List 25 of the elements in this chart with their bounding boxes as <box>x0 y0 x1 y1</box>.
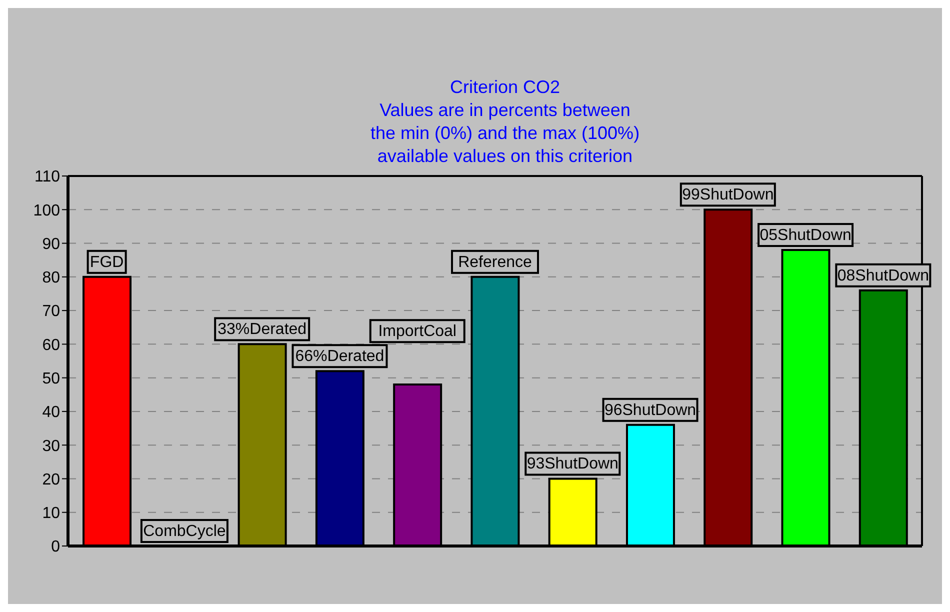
x-tick-label: ImportCoal <box>378 323 456 340</box>
x-tick-label: 33%Derated <box>218 321 307 338</box>
y-tick-label: 10 <box>42 505 60 522</box>
y-tick-label: 40 <box>42 404 60 422</box>
x-tick-label: 96ShutDown <box>604 402 696 419</box>
x-tick-label: 08ShutDown <box>837 267 929 284</box>
y-tick-label: 90 <box>42 236 60 253</box>
x-tick-label: FGD <box>90 254 124 271</box>
y-tick-label: 100 <box>33 202 60 220</box>
chart-subtitle: Values are in percents between the min (0%) and the max (100%) available values on this criterion <box>369 99 641 168</box>
x-tick-label: 05ShutDown <box>760 227 852 244</box>
y-tick-label: 60 <box>42 336 60 354</box>
y-tick-label: 80 <box>42 270 60 287</box>
y-tick-label: 30 <box>42 438 60 455</box>
chart-title: Criterion CO2 <box>448 76 562 99</box>
x-tick-label: 66%Derated <box>295 348 384 366</box>
y-tick-label: 110 <box>34 168 60 186</box>
x-tick-label: CombCycle <box>143 523 226 540</box>
x-tick-label: 93ShutDown <box>526 456 618 473</box>
x-tick-label: 99ShutDown <box>682 186 774 204</box>
x-tick-label: Reference <box>458 254 532 271</box>
y-tick-label: 50 <box>42 370 60 388</box>
y-tick-label: 70 <box>42 303 60 320</box>
y-tick-label: 20 <box>42 471 60 488</box>
y-tick-label: 0 <box>51 538 60 556</box>
